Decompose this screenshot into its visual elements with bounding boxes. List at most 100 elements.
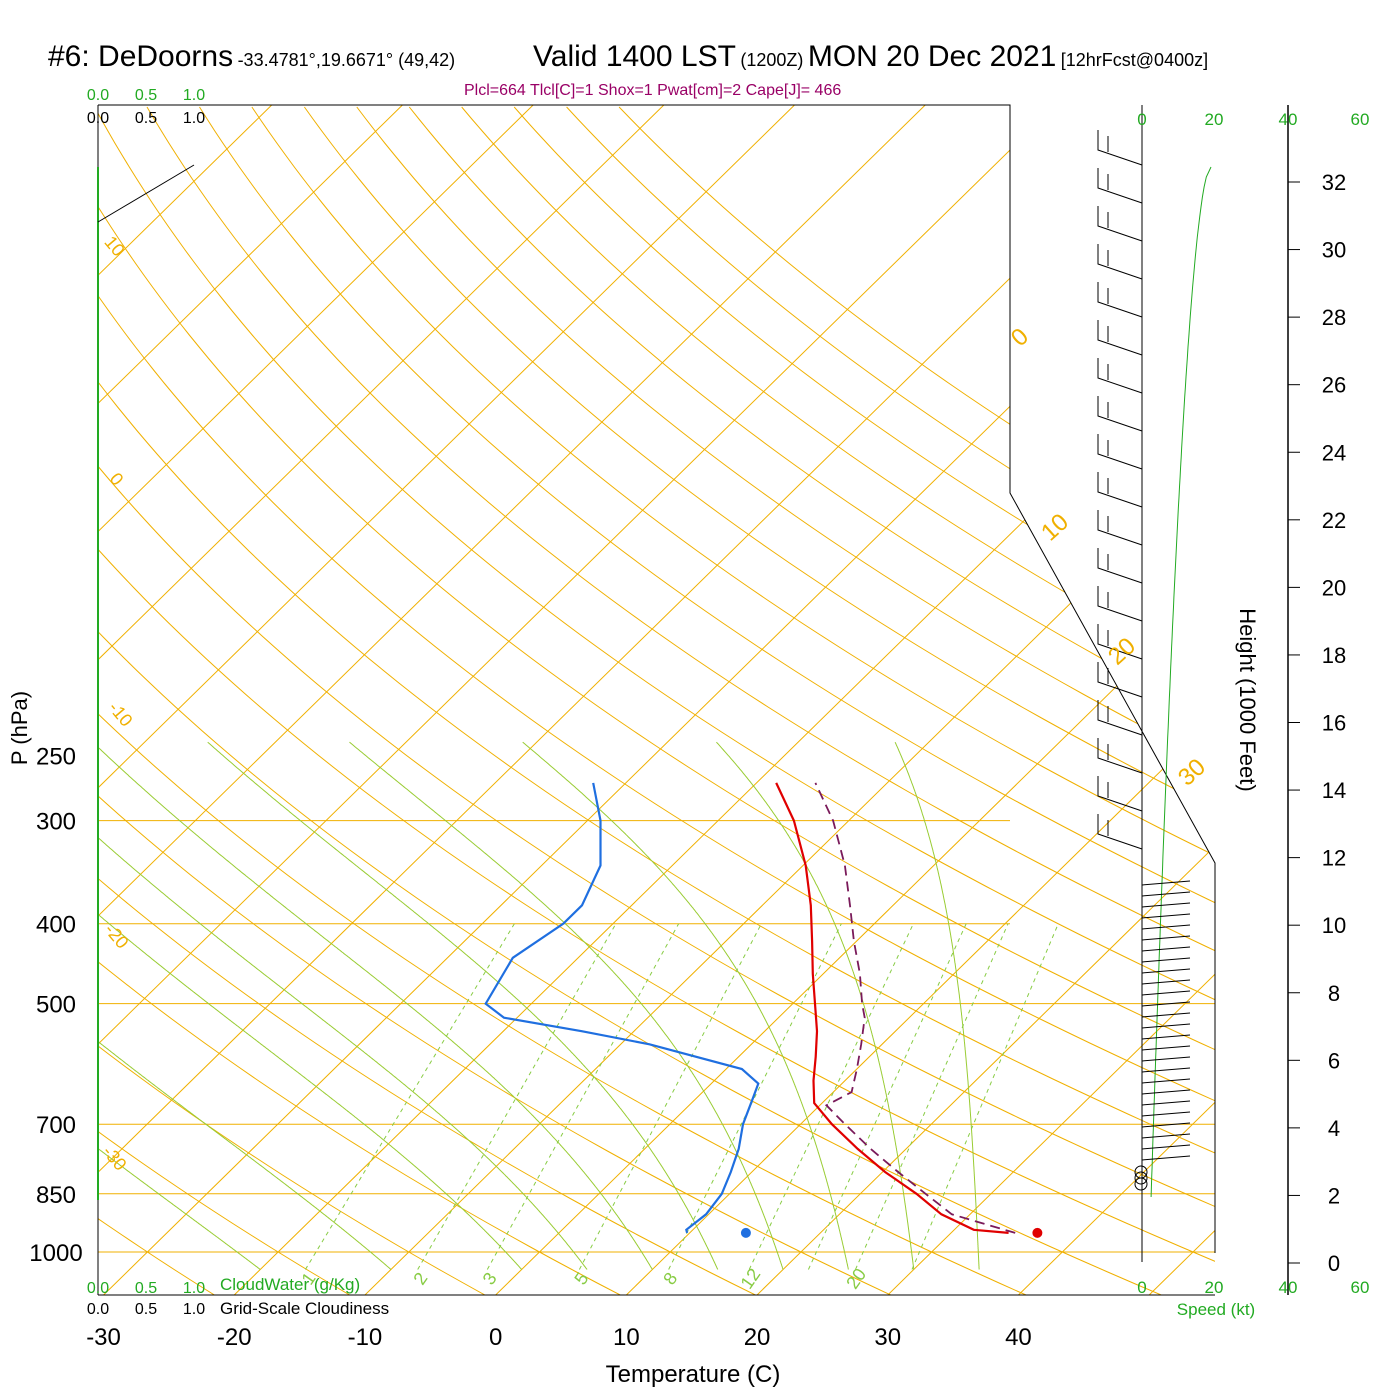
dewpoint-line	[484, 782, 760, 1234]
frame-right-edge	[98, 104, 1216, 1253]
dry-adiabat	[251, 106, 1215, 1295]
isotherm	[233, 105, 1215, 1295]
pressure-tick-label: 850	[36, 1182, 76, 1209]
cloudwater-bottom-tick: 1.0	[183, 1280, 205, 1297]
wind-barb-low	[1141, 1012, 1191, 1018]
profile-series	[484, 782, 1043, 1238]
temperature-tick-label: 20	[744, 1324, 771, 1351]
pressure-axis-label: P (hPa)	[7, 691, 32, 765]
cloudwater-top-tick: 0.0	[87, 87, 109, 104]
moist-adiabat	[716, 741, 915, 1270]
mixing-ratio-line	[911, 923, 1059, 1270]
height-tick-label: 0	[1328, 1251, 1340, 1276]
wind-barb-low	[1141, 1100, 1191, 1106]
cloudiness-top-tick: 0.0	[87, 110, 109, 127]
mixing-ratio-line	[417, 923, 617, 1270]
wind-barb-low	[1141, 880, 1191, 886]
temperature-tick-label: 10	[613, 1324, 640, 1351]
axis-labels: 1 2 3 5 8 12 2002468101214161820222426283032He…	[7, 87, 1369, 1388]
wind-barb	[1097, 282, 1143, 318]
speed-top-tick: 0	[1137, 110, 1146, 129]
height-tick-label: 10	[1322, 913, 1346, 938]
dry-adiabat-lines	[98, 106, 1215, 1295]
wind-barb	[1097, 472, 1143, 508]
isotherm	[98, 105, 1187, 1295]
calm-wind-circle	[1134, 1177, 1148, 1191]
dry-adiabat	[98, 107, 215, 1295]
moist-adiabat	[98, 741, 588, 1270]
cloudwater-bottom-tick: 0.0	[87, 1280, 109, 1297]
cloud-profile-line	[97, 164, 195, 223]
header-title: #6: DeDoorns -33.4781°,19.6671° (49,42)	[48, 40, 455, 74]
forecast-info: [12hrFcst@0400z]	[1060, 50, 1209, 70]
wind-barb	[1097, 244, 1143, 280]
dry-adiabat	[461, 106, 1215, 1295]
height-tick-label: 12	[1322, 846, 1346, 871]
isotherm	[364, 105, 1215, 1295]
wind-barb	[1097, 168, 1143, 204]
wind-barb-low	[1141, 1045, 1191, 1051]
wind-barb	[1097, 434, 1143, 470]
height-axis-label: Height (1000 Feet)	[1235, 608, 1260, 791]
wind-barb-low	[1141, 1122, 1191, 1128]
wind-barb-low	[1141, 935, 1191, 941]
pressure-tick-label: 300	[36, 809, 76, 836]
mixing-ratio-lines	[304, 923, 1059, 1270]
wind-barb-low	[1141, 968, 1191, 974]
speed-bottom-tick: 20	[1205, 1278, 1224, 1297]
dry-adiabat	[98, 106, 1215, 1295]
height-tick-label: 26	[1322, 373, 1346, 398]
mixing-ratio-line	[855, 923, 1009, 1270]
temperature-line	[775, 782, 1009, 1234]
height-tick-label: 8	[1328, 981, 1340, 1006]
wind-barb-low	[1141, 1155, 1191, 1161]
station-name: #6: DeDoorns	[48, 40, 234, 73]
wind-barb-low	[1141, 1023, 1191, 1029]
isotherm	[756, 105, 1215, 1295]
station-coords: -33.4781°,19.6671° (49,42)	[237, 50, 456, 70]
height-tick-label: 24	[1322, 440, 1346, 465]
height-tick-label: 32	[1322, 170, 1346, 195]
isotherm	[98, 105, 665, 1295]
height-tick-label: 28	[1322, 305, 1346, 330]
dry-adiabat	[618, 106, 1215, 1295]
moist-adiabat	[98, 741, 653, 1270]
mixing-ratio-line	[304, 923, 515, 1270]
wind-barb-low	[1141, 1133, 1191, 1139]
wind-barb-low	[1141, 913, 1191, 919]
pressure-tick-label: 500	[36, 992, 76, 1019]
mixing-ratio-line	[668, 923, 842, 1270]
dry-adiabat	[98, 106, 1215, 1295]
isotherm-label: 20	[1103, 632, 1141, 670]
wind-speed-profile	[1150, 166, 1212, 1198]
wind-barb-low	[1141, 1144, 1191, 1150]
wind-barb-low	[1141, 1111, 1191, 1117]
mixing-ratio-label: 3	[479, 1269, 501, 1289]
wind-barb-low	[1141, 1001, 1191, 1007]
isotherm	[98, 105, 1057, 1295]
utc-time: (1200Z)	[740, 50, 804, 70]
isotherm	[887, 105, 1215, 1295]
cloudiness-label: Grid-Scale Cloudiness	[220, 1299, 389, 1318]
cloudiness-bottom-tick: 0.0	[87, 1301, 109, 1318]
dry-adiabat	[98, 106, 1027, 1295]
speed-top-tick: 20	[1205, 110, 1224, 129]
wind-barb-low	[1141, 902, 1191, 908]
pressure-tick-label: 250	[36, 743, 76, 770]
height-tick-label: 14	[1322, 778, 1346, 803]
height-tick-label: 2	[1328, 1183, 1340, 1208]
adiabat-label: 0	[106, 469, 128, 490]
dry-adiabat	[146, 106, 1215, 1295]
mixing-ratio-label: 12	[737, 1265, 765, 1293]
speed-bottom-tick: 0	[1137, 1278, 1146, 1297]
dry-adiabat	[98, 106, 486, 1295]
wind-barb-low	[1141, 1034, 1191, 1040]
speed-top-tick: 60	[1351, 110, 1370, 129]
isotherm	[103, 105, 1215, 1295]
moist-adiabat	[98, 741, 261, 1270]
wind-barb	[1097, 814, 1143, 850]
wind-barb	[1097, 206, 1143, 242]
isotherm	[625, 105, 1215, 1295]
mixing-ratio-line	[807, 923, 967, 1270]
temperature-tick-label: 30	[874, 1324, 901, 1351]
